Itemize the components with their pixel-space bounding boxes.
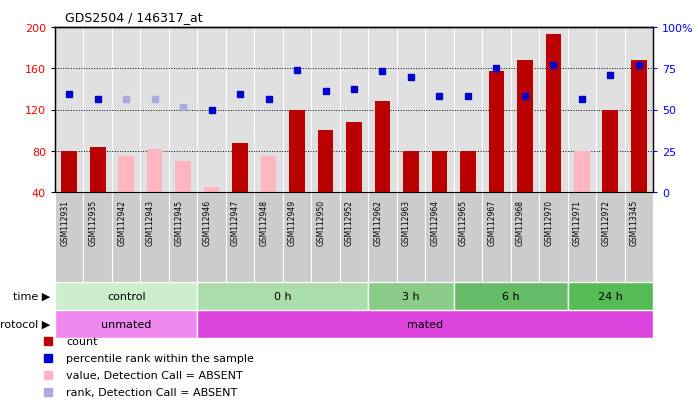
Bar — [425, 192, 454, 282]
Bar — [140, 192, 169, 282]
Bar — [489, 72, 504, 192]
Bar — [567, 282, 653, 310]
Text: mated: mated — [407, 319, 443, 329]
Text: GSM112931: GSM112931 — [60, 200, 69, 246]
Bar — [511, 192, 539, 282]
Bar — [55, 192, 84, 282]
Bar — [204, 188, 219, 192]
Text: GSM112963: GSM112963 — [402, 200, 411, 246]
Text: value, Detection Call = ABSENT: value, Detection Call = ABSENT — [66, 370, 243, 380]
Bar — [289, 110, 305, 192]
Text: 6 h: 6 h — [502, 291, 519, 301]
Text: control: control — [107, 291, 145, 301]
Text: 0 h: 0 h — [274, 291, 292, 301]
Bar — [198, 310, 653, 338]
Bar — [431, 152, 447, 192]
Text: GSM112972: GSM112972 — [601, 200, 610, 246]
Bar — [55, 310, 198, 338]
Bar — [119, 157, 134, 192]
Bar — [574, 152, 590, 192]
Text: 3 h: 3 h — [402, 291, 419, 301]
Bar — [369, 192, 396, 282]
Bar — [567, 192, 596, 282]
Bar — [232, 143, 248, 192]
Text: GSM112942: GSM112942 — [117, 200, 126, 246]
Bar — [340, 192, 369, 282]
Bar — [596, 192, 625, 282]
Text: unmated: unmated — [101, 319, 151, 329]
Bar — [147, 150, 163, 192]
Bar — [55, 282, 198, 310]
Text: GSM112950: GSM112950 — [316, 200, 325, 246]
Bar — [318, 131, 334, 192]
Text: GSM112971: GSM112971 — [573, 200, 582, 246]
Text: GSM112967: GSM112967 — [487, 200, 496, 246]
Text: GSM112965: GSM112965 — [459, 200, 468, 246]
Bar — [283, 192, 311, 282]
Bar — [346, 123, 362, 192]
Bar — [454, 192, 482, 282]
Bar — [454, 282, 567, 310]
Bar — [84, 192, 112, 282]
Text: GSM112947: GSM112947 — [231, 200, 240, 246]
Bar — [396, 192, 425, 282]
Bar — [254, 192, 283, 282]
Bar — [403, 152, 419, 192]
Text: GDS2504 / 146317_at: GDS2504 / 146317_at — [65, 11, 202, 24]
Bar — [517, 61, 533, 192]
Bar — [112, 192, 140, 282]
Text: GSM113345: GSM113345 — [630, 200, 639, 246]
Bar — [175, 161, 191, 192]
Bar — [602, 110, 618, 192]
Bar — [625, 192, 653, 282]
Text: rank, Detection Call = ABSENT: rank, Detection Call = ABSENT — [66, 387, 237, 397]
Text: GSM112962: GSM112962 — [373, 200, 383, 246]
Bar — [198, 192, 226, 282]
Text: GSM112948: GSM112948 — [260, 200, 269, 246]
Bar — [375, 102, 390, 192]
Text: protocol ▶: protocol ▶ — [0, 319, 50, 329]
Bar — [539, 192, 567, 282]
Text: GSM112952: GSM112952 — [345, 200, 354, 246]
Text: GSM112949: GSM112949 — [288, 200, 297, 246]
Text: GSM112943: GSM112943 — [146, 200, 155, 246]
Text: GSM112945: GSM112945 — [174, 200, 183, 246]
Bar — [261, 157, 276, 192]
Bar — [460, 152, 476, 192]
Bar — [369, 282, 454, 310]
Text: 24 h: 24 h — [598, 291, 623, 301]
Bar — [631, 61, 646, 192]
Text: GSM112935: GSM112935 — [89, 200, 98, 246]
Text: count: count — [66, 337, 98, 347]
Bar — [198, 282, 369, 310]
Text: GSM112946: GSM112946 — [202, 200, 211, 246]
Bar — [61, 152, 77, 192]
Text: percentile rank within the sample: percentile rank within the sample — [66, 354, 254, 363]
Bar — [311, 192, 340, 282]
Text: time ▶: time ▶ — [13, 291, 50, 301]
Text: GSM112964: GSM112964 — [431, 200, 440, 246]
Text: GSM112968: GSM112968 — [516, 200, 525, 246]
Bar — [546, 35, 561, 192]
Bar — [90, 147, 105, 192]
Text: GSM112970: GSM112970 — [544, 200, 554, 246]
Bar — [169, 192, 198, 282]
Bar — [482, 192, 511, 282]
Bar — [226, 192, 254, 282]
